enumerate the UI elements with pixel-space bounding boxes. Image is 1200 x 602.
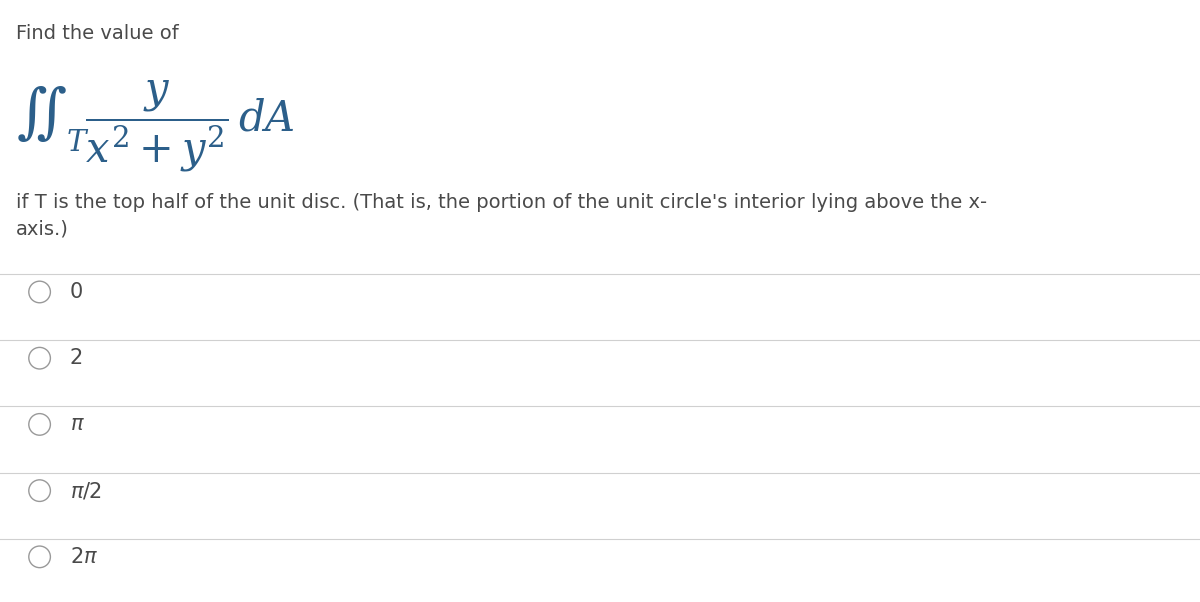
- Text: $2\pi$: $2\pi$: [70, 547, 97, 567]
- Text: Find the value of: Find the value of: [16, 24, 179, 43]
- Text: axis.): axis.): [16, 220, 68, 239]
- Text: $\iint_{T} \dfrac{y}{x^2+y^2}\,dA$: $\iint_{T} \dfrac{y}{x^2+y^2}\,dA$: [16, 78, 294, 174]
- Text: $\pi/2$: $\pi/2$: [70, 480, 102, 501]
- Text: if ​T​ is the top half of the unit disc. (That is, the portion of the unit circl: if ​T​ is the top half of the unit disc.…: [16, 193, 986, 212]
- Text: 2: 2: [70, 348, 83, 368]
- Text: $\pi$: $\pi$: [70, 414, 84, 435]
- Text: 0: 0: [70, 282, 83, 302]
